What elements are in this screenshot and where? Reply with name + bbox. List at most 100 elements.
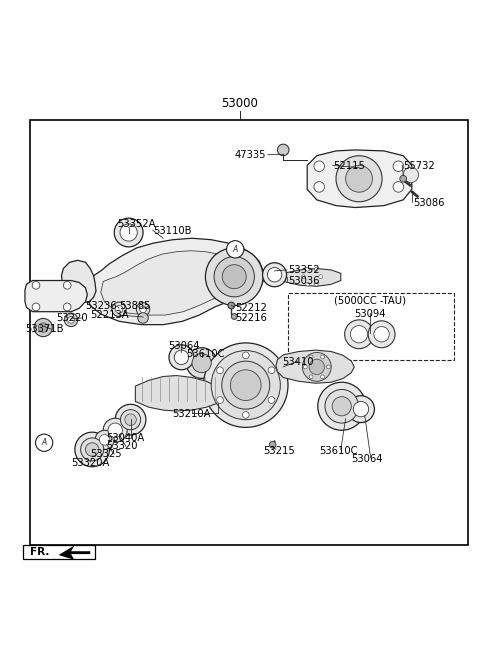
Circle shape bbox=[103, 419, 127, 442]
Circle shape bbox=[85, 443, 99, 456]
Circle shape bbox=[267, 267, 282, 282]
Circle shape bbox=[374, 327, 389, 342]
Circle shape bbox=[268, 367, 275, 374]
Circle shape bbox=[368, 321, 395, 348]
Circle shape bbox=[99, 434, 110, 445]
Circle shape bbox=[336, 156, 382, 202]
Circle shape bbox=[112, 302, 126, 317]
Circle shape bbox=[306, 283, 310, 286]
Circle shape bbox=[403, 168, 419, 183]
Circle shape bbox=[314, 161, 324, 171]
Polygon shape bbox=[25, 281, 87, 311]
Circle shape bbox=[268, 397, 275, 403]
Polygon shape bbox=[307, 150, 412, 208]
Text: 53410: 53410 bbox=[282, 357, 314, 367]
Text: 53220: 53220 bbox=[57, 313, 88, 323]
Circle shape bbox=[348, 396, 374, 422]
Circle shape bbox=[125, 414, 136, 426]
Circle shape bbox=[68, 317, 74, 323]
Circle shape bbox=[319, 275, 323, 279]
Text: 53036: 53036 bbox=[288, 277, 320, 286]
Polygon shape bbox=[86, 238, 263, 325]
Circle shape bbox=[222, 361, 270, 409]
Circle shape bbox=[214, 256, 254, 297]
Circle shape bbox=[216, 397, 223, 403]
Text: 53064: 53064 bbox=[168, 341, 200, 351]
Circle shape bbox=[345, 320, 373, 349]
Text: 53320: 53320 bbox=[107, 441, 138, 451]
Circle shape bbox=[136, 303, 150, 316]
Circle shape bbox=[227, 240, 244, 258]
Circle shape bbox=[205, 248, 263, 306]
Text: 53086: 53086 bbox=[413, 198, 444, 208]
Text: (5000CC -TAU): (5000CC -TAU) bbox=[334, 296, 406, 306]
Circle shape bbox=[32, 303, 40, 311]
Circle shape bbox=[81, 438, 104, 461]
Circle shape bbox=[192, 353, 211, 373]
Circle shape bbox=[269, 442, 276, 448]
Circle shape bbox=[63, 303, 71, 311]
Text: 53210A: 53210A bbox=[172, 409, 210, 419]
Circle shape bbox=[321, 355, 324, 359]
Circle shape bbox=[114, 218, 143, 247]
Circle shape bbox=[242, 411, 249, 419]
Circle shape bbox=[64, 313, 78, 327]
Text: 52216: 52216 bbox=[235, 313, 267, 323]
Circle shape bbox=[230, 370, 261, 401]
Circle shape bbox=[242, 352, 249, 359]
Circle shape bbox=[326, 365, 330, 369]
Polygon shape bbox=[283, 269, 341, 286]
Circle shape bbox=[32, 281, 40, 289]
Text: 53040A: 53040A bbox=[107, 433, 145, 443]
Text: 53352: 53352 bbox=[288, 265, 320, 275]
Circle shape bbox=[36, 434, 53, 451]
Circle shape bbox=[120, 224, 137, 241]
Circle shape bbox=[216, 367, 223, 374]
Circle shape bbox=[314, 267, 318, 271]
Text: 52212: 52212 bbox=[235, 303, 267, 313]
Text: 47335: 47335 bbox=[235, 150, 266, 160]
Polygon shape bbox=[135, 376, 226, 411]
Circle shape bbox=[204, 343, 288, 428]
Circle shape bbox=[309, 359, 324, 374]
Circle shape bbox=[63, 281, 71, 289]
Circle shape bbox=[263, 263, 287, 286]
Circle shape bbox=[75, 432, 109, 466]
Text: 53094: 53094 bbox=[354, 309, 385, 319]
Circle shape bbox=[211, 351, 280, 420]
Circle shape bbox=[186, 348, 217, 378]
Text: 53236: 53236 bbox=[85, 302, 117, 311]
Bar bbox=[30, 120, 468, 545]
Circle shape bbox=[108, 423, 122, 438]
Circle shape bbox=[353, 401, 369, 417]
Text: 52115: 52115 bbox=[334, 161, 365, 171]
Polygon shape bbox=[276, 350, 354, 383]
Text: 53352A: 53352A bbox=[118, 219, 156, 229]
Text: 53215: 53215 bbox=[263, 446, 295, 456]
Bar bbox=[288, 292, 454, 359]
Text: 53325: 53325 bbox=[90, 449, 122, 459]
Circle shape bbox=[321, 375, 324, 379]
Circle shape bbox=[138, 313, 148, 323]
Text: 53885: 53885 bbox=[119, 302, 151, 311]
Text: 53610C: 53610C bbox=[319, 446, 358, 456]
Circle shape bbox=[302, 353, 331, 381]
Text: 53000: 53000 bbox=[222, 97, 258, 110]
Circle shape bbox=[309, 375, 313, 379]
Circle shape bbox=[309, 355, 313, 359]
Circle shape bbox=[303, 365, 307, 369]
Text: A: A bbox=[233, 245, 238, 254]
Polygon shape bbox=[61, 260, 96, 302]
Circle shape bbox=[228, 302, 235, 309]
Circle shape bbox=[346, 166, 372, 193]
Circle shape bbox=[314, 283, 318, 286]
Circle shape bbox=[231, 313, 237, 319]
Text: 53110B: 53110B bbox=[154, 226, 192, 236]
Circle shape bbox=[277, 144, 289, 156]
Circle shape bbox=[332, 397, 351, 416]
Circle shape bbox=[314, 181, 324, 193]
Text: 52213A: 52213A bbox=[90, 310, 129, 320]
Circle shape bbox=[38, 323, 48, 332]
Circle shape bbox=[318, 382, 366, 430]
Circle shape bbox=[350, 326, 368, 343]
